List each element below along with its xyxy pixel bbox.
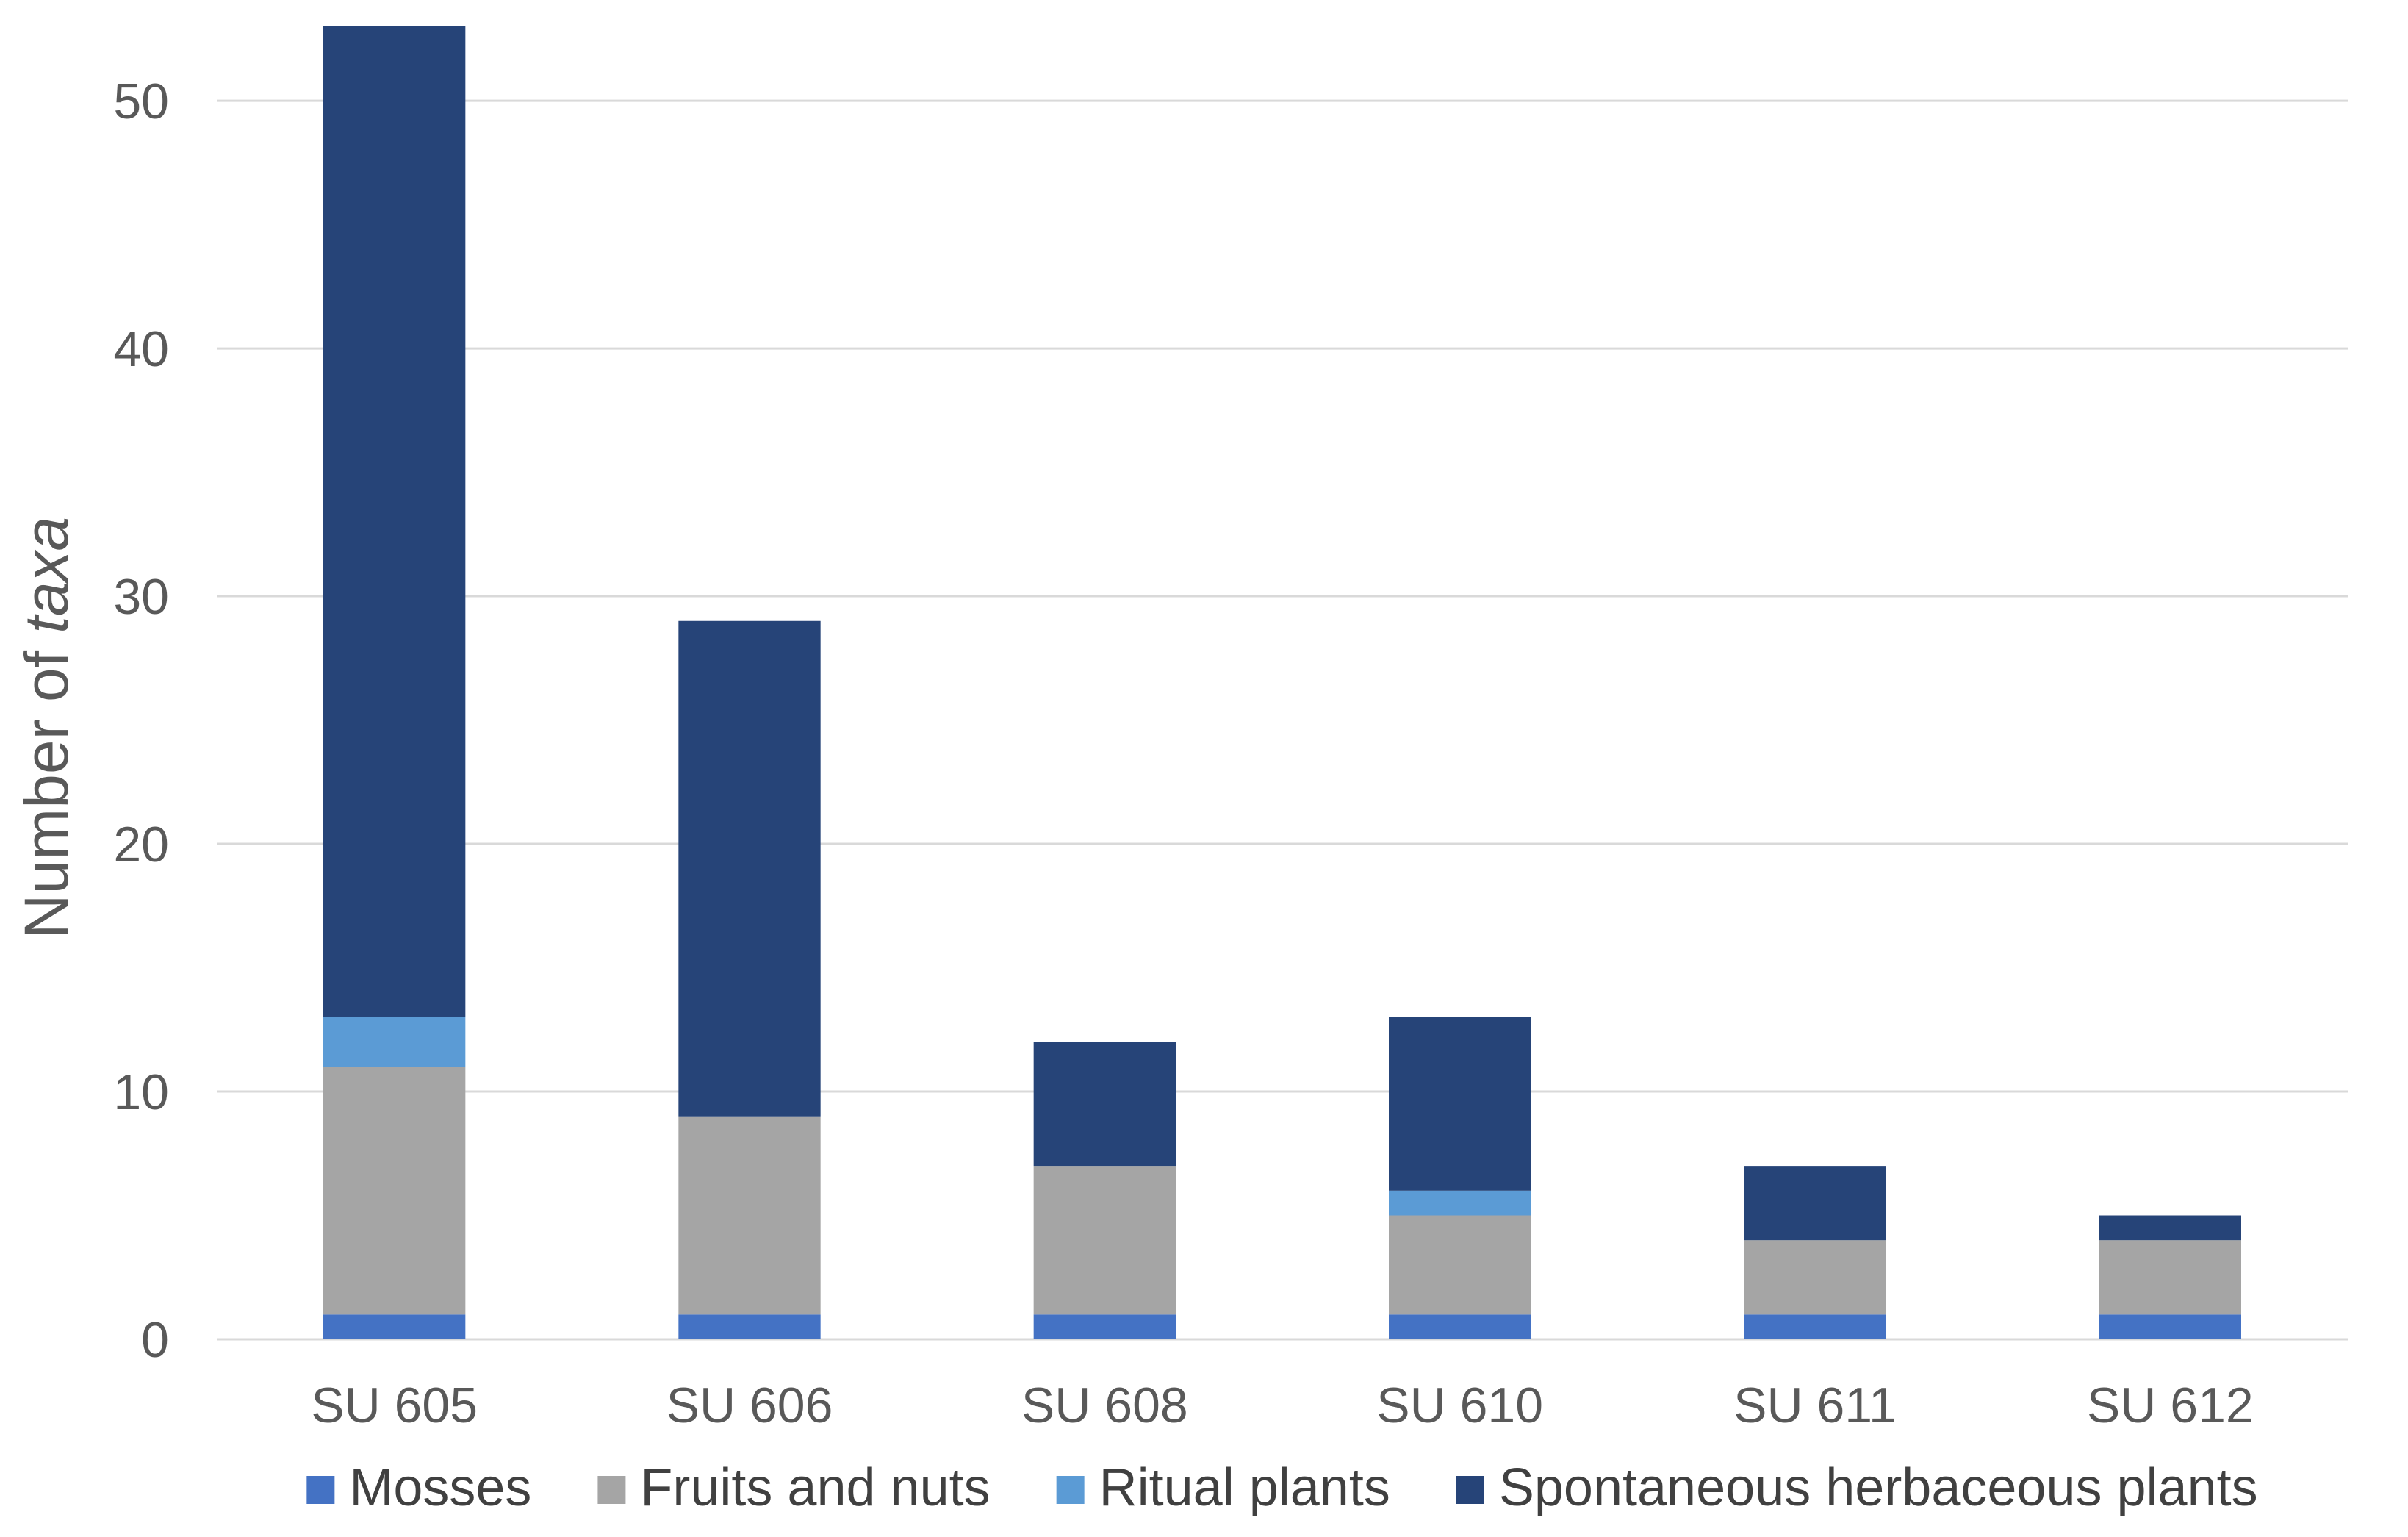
bar-segment-spontaneous-herbaceous-plants xyxy=(678,620,821,1117)
bar-segment-fruits-and-nuts xyxy=(1389,1215,1531,1315)
bar-segment-ritual-plants xyxy=(323,1017,466,1067)
bar-segment-fruits-and-nuts xyxy=(323,1067,466,1315)
bar-segment-fruits-and-nuts xyxy=(2099,1240,2241,1315)
bar-segment-mosses xyxy=(1744,1314,1886,1339)
legend-swatch xyxy=(306,1476,335,1504)
legend-item: Spontaneous herbaceous plants xyxy=(1456,1458,2258,1517)
bar-segment-spontaneous-herbaceous-plants xyxy=(1033,1042,1176,1167)
legend-label: Fruits and nuts xyxy=(640,1458,990,1517)
legend-item: Ritual plants xyxy=(1056,1458,1390,1517)
legend-label: Spontaneous herbaceous plants xyxy=(1499,1458,2258,1517)
legend-label: Mosses xyxy=(349,1458,531,1517)
x-axis-ticks: SU 605 SU 606 SU 608 SU 610 SU 611 SU 612 xyxy=(311,1377,2253,1433)
x-tick-label: SU 611 xyxy=(1733,1377,1897,1433)
bar-segment-spontaneous-herbaceous-plants xyxy=(1744,1166,1886,1241)
legend-item: Mosses xyxy=(306,1458,531,1517)
bar-segment-fruits-and-nuts xyxy=(678,1116,821,1315)
bar-segment-mosses xyxy=(1389,1314,1531,1339)
y-axis-ticks: 0 10 20 30 40 50 xyxy=(113,74,169,1368)
y-tick-label: 20 xyxy=(113,817,169,873)
legend-swatch xyxy=(1456,1476,1484,1504)
y-tick-label: 40 xyxy=(113,321,169,377)
bar-segment-spontaneous-herbaceous-plants xyxy=(1389,1017,1531,1191)
y-tick-label: 10 xyxy=(113,1064,169,1120)
y-axis-title-italic: taxa xyxy=(12,517,81,634)
legend: Mosses Fruits and nuts Ritual plants Sponta… xyxy=(306,1458,2258,1517)
legend-swatch xyxy=(597,1476,626,1504)
y-tick-label: 30 xyxy=(113,569,169,625)
bar-segment-mosses xyxy=(2099,1314,2241,1339)
legend-item: Fruits and nuts xyxy=(597,1458,991,1517)
y-tick-label: 0 xyxy=(141,1312,169,1368)
bar-segment-fruits-and-nuts xyxy=(1744,1240,1886,1315)
bar-segment-ritual-plants xyxy=(1389,1190,1531,1216)
x-tick-label: SU 606 xyxy=(666,1377,833,1433)
bar-segment-mosses xyxy=(678,1314,821,1339)
x-tick-label: SU 612 xyxy=(2087,1377,2254,1433)
legend-label: Ritual plants xyxy=(1099,1458,1390,1517)
bar-segment-spontaneous-herbaceous-plants xyxy=(323,26,466,1017)
y-tick-label: 50 xyxy=(113,74,169,129)
x-tick-label: SU 608 xyxy=(1021,1377,1188,1433)
bar-segment-mosses xyxy=(323,1314,466,1339)
y-axis-title: Number of taxa xyxy=(12,517,81,939)
legend-swatch xyxy=(1056,1476,1085,1504)
x-tick-label: SU 605 xyxy=(311,1377,478,1433)
bar-segment-spontaneous-herbaceous-plants xyxy=(2099,1215,2241,1241)
gridlines xyxy=(217,99,2348,1341)
bar-segment-mosses xyxy=(1033,1314,1176,1339)
x-tick-label: SU 610 xyxy=(1376,1377,1543,1433)
bars xyxy=(323,26,2241,1339)
bar-segment-fruits-and-nuts xyxy=(1033,1166,1176,1315)
y-axis-title-prefix: Number of xyxy=(12,634,81,939)
